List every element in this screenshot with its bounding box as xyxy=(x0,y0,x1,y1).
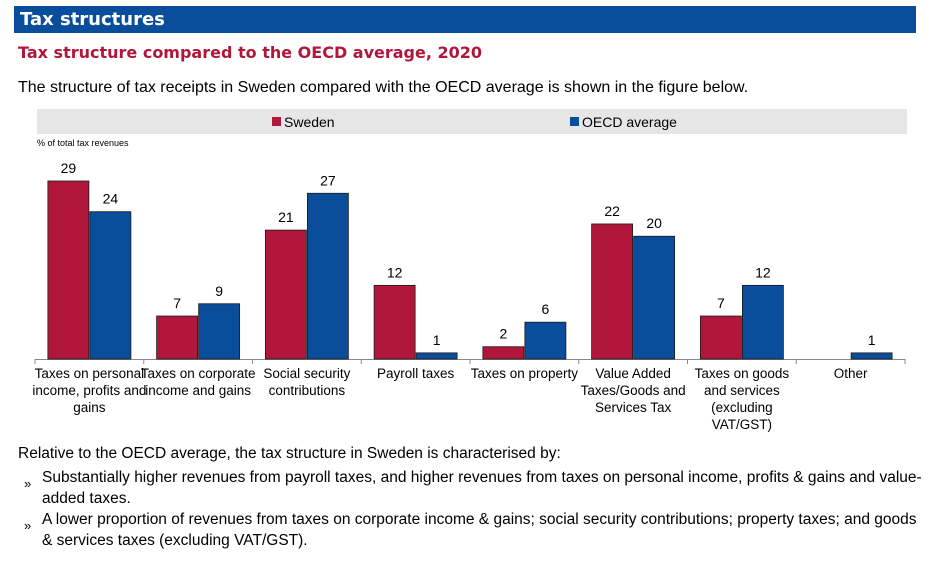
data-label-sweden: 29 xyxy=(61,160,77,176)
legend-background xyxy=(37,109,907,134)
bar-oecd xyxy=(741,284,784,360)
bullet-marker-icon: » xyxy=(24,476,32,491)
y-axis-label: % of total tax revenues xyxy=(37,138,129,148)
data-label-sweden: 22 xyxy=(604,203,620,219)
bar-sweden xyxy=(156,315,199,360)
header-title: Tax structures xyxy=(20,9,165,30)
legend-label-oecd: OECD average xyxy=(582,114,677,130)
bar-sweden xyxy=(482,346,525,360)
data-label-oecd: 9 xyxy=(215,283,223,299)
bullet-marker-icon: » xyxy=(24,518,32,533)
category-label: Value Added xyxy=(595,366,671,381)
summary-lead: Relative to the OECD average, the tax st… xyxy=(18,445,561,462)
bar-sweden xyxy=(591,223,634,360)
bar-oecd xyxy=(198,303,241,360)
intro-text: The structure of tax receipts in Sweden … xyxy=(18,79,749,96)
bar-sweden xyxy=(699,315,742,360)
category-label: income and gains xyxy=(145,383,251,398)
legend-label-sweden: Sweden xyxy=(284,114,335,130)
header-bar: Tax structures xyxy=(14,6,916,33)
category-label: gains xyxy=(73,400,106,415)
data-label-sweden: 12 xyxy=(387,264,403,280)
bullet-text: A lower proportion of revenues from taxe… xyxy=(42,511,917,549)
bar-oecd xyxy=(415,352,458,360)
bar-sweden xyxy=(373,284,416,360)
data-label-sweden: 21 xyxy=(278,209,294,225)
category-label: Taxes on property xyxy=(471,366,579,381)
bar-oecd xyxy=(633,235,676,360)
chart-subtitle: Tax structure compared to the OECD avera… xyxy=(18,43,483,62)
tax-structure-chart: Sweden OECD average % of total tax revenue… xyxy=(32,109,907,432)
data-label-sweden: 7 xyxy=(717,295,725,311)
bar-oecd xyxy=(306,192,349,360)
data-label-oecd: 27 xyxy=(320,172,336,188)
category-label: income, profits and xyxy=(32,383,146,398)
bullet-text: Substantially higher revenues from payro… xyxy=(42,469,922,507)
bar-sweden xyxy=(47,180,90,360)
category-label: (excluding xyxy=(711,400,773,415)
legend-swatch-oecd xyxy=(570,117,579,126)
data-label-sweden: 2 xyxy=(499,326,507,342)
category-label: Services Tax xyxy=(595,400,672,415)
category-label: Other xyxy=(834,366,868,381)
data-label-oecd: 12 xyxy=(755,264,771,280)
data-label-oecd: 6 xyxy=(541,301,549,317)
data-label-oecd: 24 xyxy=(103,191,119,207)
bar-sweden xyxy=(264,229,307,360)
data-label-oecd: 1 xyxy=(433,332,441,348)
bar-oecd xyxy=(89,211,132,360)
category-label: and services xyxy=(704,383,780,398)
data-label-oecd: 20 xyxy=(646,215,662,231)
bar-oecd xyxy=(524,321,567,360)
category-label: Taxes on goods xyxy=(695,366,790,381)
legend-swatch-sweden xyxy=(272,117,281,126)
category-label: Payroll taxes xyxy=(377,366,455,381)
category-label: VAT/GST) xyxy=(712,417,772,432)
data-label-oecd: 1 xyxy=(868,332,876,348)
category-label: Taxes on corporate xyxy=(141,366,256,381)
category-label: Social security xyxy=(263,366,350,381)
category-label: Taxes/Goods and xyxy=(581,383,686,398)
category-label: Taxes on personal xyxy=(35,366,145,381)
category-label: contributions xyxy=(269,383,346,398)
bar-oecd xyxy=(850,352,893,360)
data-label-sweden: 7 xyxy=(173,295,181,311)
